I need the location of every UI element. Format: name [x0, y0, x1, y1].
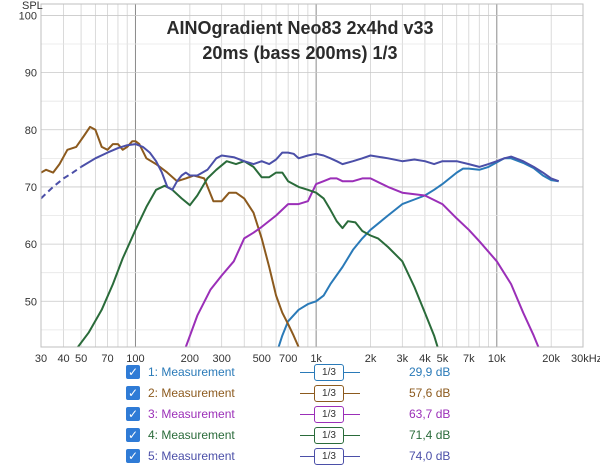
smoothing-badge[interactable]: 1/3: [300, 385, 360, 402]
y-tick-label: 80: [25, 125, 37, 137]
y-tick-label: 60: [25, 239, 37, 251]
series-line-4: [77, 160, 439, 347]
legend-row[interactable]: ✓ 1: Measurement 1/3 29,9 dB: [124, 364, 564, 382]
legend-line-swatch: [344, 372, 360, 373]
legend-checkbox[interactable]: ✓: [126, 428, 140, 442]
smoothing-label: 1/3: [314, 385, 344, 402]
legend-series-name: 1: Measurement: [148, 365, 235, 379]
y-tick-label: 100: [19, 10, 37, 22]
x-tick-label: 3k: [397, 353, 409, 365]
x-tick-label: 40: [57, 353, 69, 365]
series-line-5-dashed: [41, 166, 82, 200]
series-line-2: [41, 125, 300, 347]
x-tick-label: 500: [253, 353, 271, 365]
x-tick-label: 30kHz: [571, 353, 600, 365]
legend-line-swatch: [344, 393, 360, 394]
legend-series-value: 63,7 dB: [409, 407, 451, 421]
series-lines: [41, 125, 560, 347]
legend-checkbox[interactable]: ✓: [126, 407, 140, 421]
x-tick-label: 10k: [488, 353, 506, 365]
smoothing-label: 1/3: [314, 364, 344, 381]
x-tick-label: 30: [35, 353, 47, 365]
chart-subtitle: 20ms (bass 200ms) 1/3: [202, 43, 397, 63]
x-tick-label: 300: [212, 353, 230, 365]
legend-line-swatch: [300, 393, 314, 394]
y-axis-label: SPL: [22, 0, 43, 12]
legend-line-swatch: [300, 435, 314, 436]
series-line-5: [80, 143, 560, 191]
chart-title: AINOgradient Neo83 2x4hd v33: [166, 18, 433, 38]
legend-series-name: 5: Measurement: [148, 449, 235, 463]
legend-series-name: 2: Measurement: [148, 386, 235, 400]
legend-series-value: 71,4 dB: [409, 428, 451, 442]
x-tick-label: 4k: [419, 353, 431, 365]
legend-checkbox[interactable]: ✓: [126, 449, 140, 463]
legend-checkbox[interactable]: ✓: [126, 365, 140, 379]
smoothing-badge[interactable]: 1/3: [300, 364, 360, 381]
legend-series-name: 4: Measurement: [148, 428, 235, 442]
y-tick-label: 50: [25, 296, 37, 308]
legend-series-name: 3: Measurement: [148, 407, 235, 421]
legend-row[interactable]: ✓ 4: Measurement 1/3 71,4 dB: [124, 427, 564, 445]
grid: [40, 4, 584, 347]
x-tick-label: 7k: [463, 353, 475, 365]
x-tick-label: 1k: [310, 353, 322, 365]
smoothing-badge[interactable]: 1/3: [300, 427, 360, 444]
legend-line-swatch: [300, 414, 314, 415]
smoothing-label: 1/3: [314, 427, 344, 444]
x-tick-label: 2k: [365, 353, 377, 365]
x-tick-label: 5k: [437, 353, 449, 365]
x-tick-label: 50: [75, 353, 87, 365]
x-tick-label: 70: [101, 353, 113, 365]
x-tick-label: 100: [126, 353, 144, 365]
series-line-3: [184, 177, 540, 347]
smoothing-label: 1/3: [314, 406, 344, 423]
legend-line-swatch: [344, 414, 360, 415]
smoothing-badge[interactable]: 1/3: [300, 406, 360, 423]
legend-row[interactable]: ✓ 5: Measurement 1/3 74,0 dB: [124, 448, 564, 466]
legend-line-swatch: [344, 435, 360, 436]
plot-frame: [40, 3, 584, 348]
legend-series-value: 74,0 dB: [409, 449, 451, 463]
legend-line-swatch: [344, 456, 360, 457]
legend-series-value: 57,6 dB: [409, 386, 451, 400]
legend-series-value: 29,9 dB: [409, 365, 451, 379]
legend-line-swatch: [300, 456, 314, 457]
y-tick-label: 90: [25, 68, 37, 80]
y-tick-label: 70: [25, 182, 37, 194]
axis-ticks: 30 40 50 70 100 200 300 500 700 1k 2k 3k 4k 5k 7k 10k 20…: [19, 10, 600, 365]
smoothing-badge[interactable]: 1/3: [300, 448, 360, 465]
legend-row[interactable]: ✓ 2: Measurement 1/3 57,6 dB: [124, 385, 564, 403]
legend-row[interactable]: ✓ 3: Measurement 1/3 63,7 dB: [124, 406, 564, 424]
legend-checkbox[interactable]: ✓: [126, 386, 140, 400]
legend-line-swatch: [300, 372, 314, 373]
x-tick-label: 20k: [542, 353, 560, 365]
x-tick-label: 700: [279, 353, 297, 365]
x-tick-label: 200: [181, 353, 199, 365]
smoothing-label: 1/3: [314, 448, 344, 465]
